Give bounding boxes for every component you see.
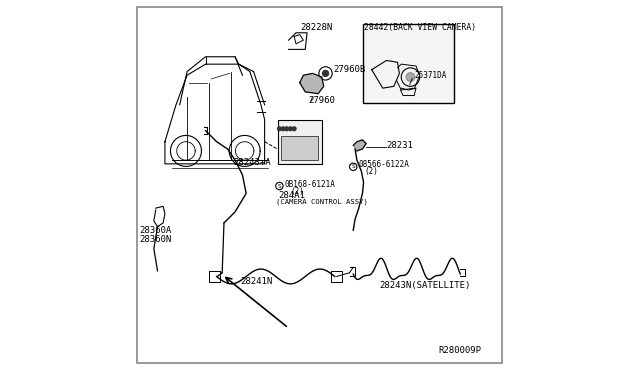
Text: 28360A: 28360A	[139, 226, 172, 235]
Text: 27960: 27960	[308, 96, 335, 105]
Text: 27960B: 27960B	[333, 65, 365, 74]
Bar	[281, 136, 318, 160]
Text: 28243N(SATELLITE): 28243N(SATELLITE)	[379, 281, 470, 290]
Text: 28231: 28231	[387, 141, 413, 150]
Text: 25371DA: 25371DA	[414, 71, 447, 80]
Circle shape	[292, 127, 296, 131]
Circle shape	[281, 127, 285, 131]
Bar	[363, 23, 454, 103]
Text: 28442(BACK VIEW CAMERA): 28442(BACK VIEW CAMERA)	[364, 23, 476, 32]
Circle shape	[289, 127, 292, 131]
Text: S: S	[351, 164, 355, 169]
Text: 28243+A: 28243+A	[233, 157, 271, 167]
Text: 28241N: 28241N	[241, 278, 273, 286]
Bar	[278, 119, 322, 164]
Text: 28360N: 28360N	[139, 235, 172, 244]
Text: R280009P: R280009P	[438, 346, 481, 355]
Polygon shape	[300, 73, 324, 94]
Text: S: S	[278, 183, 281, 189]
Text: 28228N: 28228N	[301, 23, 333, 32]
Polygon shape	[353, 140, 366, 151]
Text: (2): (2)	[364, 167, 378, 176]
Circle shape	[323, 70, 328, 76]
Text: 284A1: 284A1	[278, 191, 305, 200]
Circle shape	[285, 127, 289, 131]
Circle shape	[278, 127, 281, 131]
Text: (2): (2)	[291, 187, 305, 196]
Circle shape	[406, 73, 415, 81]
Text: (CAMERA CONTROL ASSY): (CAMERA CONTROL ASSY)	[276, 199, 368, 205]
Text: 0B168-6121A: 0B168-6121A	[284, 180, 335, 189]
Text: 08566-6122A: 08566-6122A	[358, 160, 409, 170]
